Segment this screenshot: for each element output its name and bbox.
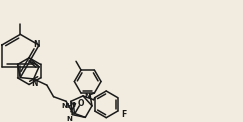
Text: NH: NH — [61, 103, 73, 109]
Text: O: O — [77, 99, 84, 108]
Text: F: F — [121, 110, 126, 119]
Text: N: N — [84, 93, 90, 99]
Text: N: N — [69, 102, 75, 108]
Text: N: N — [33, 40, 39, 49]
Text: N: N — [31, 79, 38, 88]
Text: N: N — [66, 116, 72, 122]
